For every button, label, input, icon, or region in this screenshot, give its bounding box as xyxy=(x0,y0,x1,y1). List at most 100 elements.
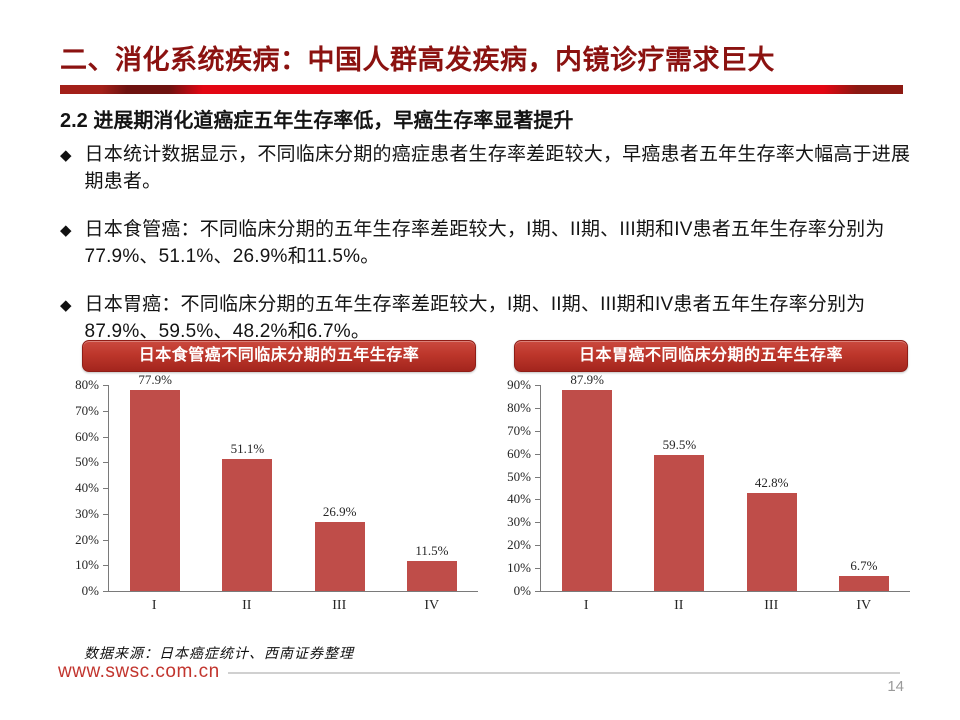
bullet-item: ◆ 日本统计数据显示，不同临床分期的癌症患者生存率差距较大，早癌患者五年生存率大… xyxy=(60,142,912,195)
y-axis-tick-label: 40% xyxy=(507,491,531,507)
footer-source: 数据来源：日本癌症统计、西南证券整理 xyxy=(84,647,354,662)
y-axis-tick xyxy=(103,565,108,567)
bar-stage-II xyxy=(222,459,273,591)
bar-chart-gastric: 0% 10% 20% 30% 40% 50% 60% 70% 80% 90% 87.9% 59.5%… xyxy=(494,372,910,620)
section-subtitle: 2.2 进展期消化道癌症五年生存率低，早癌生存率显著提升 xyxy=(60,110,574,132)
y-axis-tick xyxy=(103,488,108,489)
bullet-item: ◆ 日本胃癌：不同临床分期的五年生存率差距较大，I期、II期、III期和IV患者… xyxy=(60,292,912,345)
bullet-list: ◆ 日本统计数据显示，不同临床分期的癌症患者生存率差距较大，早癌患者五年生存率大… xyxy=(60,142,912,368)
bar-value-label: 77.9% xyxy=(138,372,172,388)
bar-slot: 59.5% xyxy=(633,385,725,591)
bar-stage-IV xyxy=(838,575,889,591)
y-axis-tick xyxy=(103,385,108,386)
y-axis-tick-label: 70% xyxy=(75,402,99,418)
chart-panel-esophageal: 日本食管癌不同临床分期的五年生存率 0% 10% 20% 30% 40% 50% 60% 70… xyxy=(62,340,478,620)
page-title: 二、消化系统疾病：中国人群高发疾病，内镜诊疗需求巨大 xyxy=(60,45,775,75)
bar-value-label: 6.7% xyxy=(850,557,878,573)
y-axis-tick xyxy=(535,385,540,386)
x-axis-label: III xyxy=(332,598,347,613)
x-axis-labels: I II III IV xyxy=(540,592,910,620)
x-axis-label: I xyxy=(583,598,589,613)
footer-website: www.swsc.com.cn xyxy=(58,661,220,682)
bullet-text: 日本胃癌：不同临床分期的五年生存率差距较大，I期、II期、III期和IV患者五年… xyxy=(84,294,866,342)
plot-column: 87.9% 59.5% 42.8% 6.7% I II III IV xyxy=(540,372,910,620)
x-axis-label: II xyxy=(242,598,252,613)
y-axis-tick xyxy=(103,462,108,464)
y-axis-tick xyxy=(103,436,108,438)
footer-rule xyxy=(228,672,900,674)
y-axis-tick-label: 0% xyxy=(513,583,531,598)
x-axis-label: II xyxy=(674,598,684,613)
diamond-bullet-icon: ◆ xyxy=(60,297,72,315)
bar-slot: 87.9% xyxy=(541,372,633,591)
bar-stage-III xyxy=(746,493,797,591)
y-axis-tick-label: 30% xyxy=(507,514,531,530)
diamond-bullet-icon: ◆ xyxy=(60,147,72,164)
y-axis-tick-label: 60% xyxy=(507,445,531,461)
bar-stage-I xyxy=(130,390,181,591)
chart-title-banner: 日本胃癌不同临床分期的五年生存率 xyxy=(514,340,908,372)
y-axis: 0% 10% 20% 30% 40% 50% 60% 70% 80% xyxy=(62,377,108,598)
y-axis-tick-label: 30% xyxy=(75,505,99,521)
bullet-text: 日本统计数据显示，不同临床分期的癌症患者生存率差距较大，早癌患者五年生存率大幅高… xyxy=(84,144,911,192)
y-axis-tick-label: 0% xyxy=(81,583,99,598)
bar-stage-II xyxy=(654,454,705,591)
y-axis-tick-label: 60% xyxy=(75,428,99,444)
plot-area: 77.9% 51.1% 26.9% 11.5% xyxy=(108,372,478,592)
bar-stage-III xyxy=(314,521,365,591)
y-axis-tick-label: 50% xyxy=(75,454,99,470)
y-axis-tick xyxy=(535,430,540,432)
y-axis-tick-label: 20% xyxy=(75,531,99,547)
chart-title-banner: 日本食管癌不同临床分期的五年生存率 xyxy=(82,340,476,372)
y-axis-tick xyxy=(535,453,540,455)
y-axis-tick xyxy=(535,407,540,409)
y-axis: 0% 10% 20% 30% 40% 50% 60% 70% 80% 90% xyxy=(494,377,540,598)
bar-slot: 26.9% xyxy=(294,385,386,591)
bar-chart-esophageal: 0% 10% 20% 30% 40% 50% 60% 70% 80% 77.9% 51.1% 26.… xyxy=(62,372,478,620)
x-axis-label: IV xyxy=(856,598,872,613)
y-axis-tick-label: 70% xyxy=(507,422,531,438)
y-axis-tick xyxy=(535,545,540,547)
y-axis-tick-label: 80% xyxy=(75,377,99,392)
y-axis-tick-label: 90% xyxy=(507,377,531,392)
chart-panel-gastric: 日本胃癌不同临床分期的五年生存率 0% 10% 20% 30% 40% 50% 60% 70%… xyxy=(494,340,910,620)
y-axis-tick xyxy=(535,591,540,592)
diamond-bullet-icon: ◆ xyxy=(60,222,72,240)
y-axis-tick xyxy=(535,476,540,478)
bar-slot: 42.8% xyxy=(726,385,818,591)
bar-value-label: 59.5% xyxy=(662,436,697,452)
bar-slot: 51.1% xyxy=(201,385,293,591)
y-axis-tick-label: 10% xyxy=(507,560,531,576)
y-axis-tick xyxy=(103,410,108,412)
y-axis-tick xyxy=(103,591,108,592)
y-axis-tick-label: 20% xyxy=(507,537,531,553)
bar-value-label: 11.5% xyxy=(415,543,449,559)
bar-stage-IV xyxy=(406,561,457,591)
x-axis-label: IV xyxy=(424,598,440,613)
y-axis-tick xyxy=(535,568,540,570)
bar-slot: 11.5% xyxy=(386,385,478,591)
charts-row: 日本食管癌不同临床分期的五年生存率 0% 10% 20% 30% 40% 50% 60% 70… xyxy=(62,340,910,620)
bullet-text: 日本食管癌：不同临床分期的五年生存率差距较大，I期、II期、III期和IV患者五… xyxy=(84,219,885,267)
page-number: 14 xyxy=(887,678,904,695)
bar-value-label: 87.9% xyxy=(570,371,604,387)
x-axis-label: I xyxy=(151,598,157,613)
y-axis-tick-label: 80% xyxy=(507,399,531,415)
x-axis-labels: I II III IV xyxy=(108,592,478,620)
bar-slot: 77.9% xyxy=(109,372,201,591)
y-axis-tick xyxy=(103,539,108,541)
plot-area: 87.9% 59.5% 42.8% 6.7% xyxy=(540,372,910,592)
x-axis-label: III xyxy=(764,598,779,613)
y-axis-tick xyxy=(103,513,108,515)
bar-slot: 6.7% xyxy=(818,385,910,591)
plot-column: 77.9% 51.1% 26.9% 11.5% I II III IV xyxy=(108,372,478,620)
bar-stage-I xyxy=(562,389,613,591)
y-axis-tick xyxy=(535,499,540,501)
bullet-item: ◆ 日本食管癌：不同临床分期的五年生存率差距较大，I期、II期、III期和IV患… xyxy=(60,217,912,270)
y-axis-tick xyxy=(535,522,540,524)
y-axis-tick-label: 10% xyxy=(75,557,99,573)
bar-value-label: 42.8% xyxy=(754,475,789,491)
y-axis-tick-label: 40% xyxy=(75,480,99,495)
bar-value-label: 26.9% xyxy=(322,503,357,519)
